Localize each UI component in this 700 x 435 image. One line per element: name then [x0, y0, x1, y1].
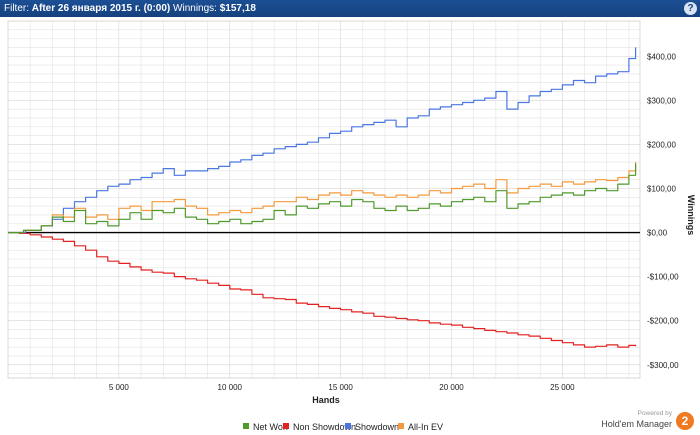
x-axis-label: Hands	[312, 395, 340, 405]
legend-label-net-won: Net Won	[253, 422, 288, 432]
winnings-value: $157,18	[219, 3, 256, 14]
y-axis-label: Winnings	[686, 195, 696, 235]
x-tick-label: 15 000	[328, 383, 353, 392]
y-tick-label: $0,00	[647, 229, 668, 238]
x-tick-label: 10 000	[218, 383, 243, 392]
x-tick-label: 5 000	[109, 383, 130, 392]
legend-label-allin-ev: All-In EV	[408, 422, 444, 432]
winnings-label: Winnings:	[173, 3, 217, 14]
series-line-allin-ev	[8, 162, 637, 234]
series-line-showdown	[8, 47, 637, 234]
y-tick-label: $100,00	[647, 184, 676, 193]
legend-item-net-won[interactable]: Net Won	[243, 422, 288, 432]
legend-swatch-allin-ev	[398, 423, 404, 429]
legend-swatch-showdown	[345, 423, 351, 429]
plot-frame	[7, 20, 641, 379]
y-tick-label: $400,00	[647, 52, 676, 61]
y-tick-label: $200,00	[647, 140, 676, 149]
legend-label-showdown: Showdown	[355, 422, 400, 432]
y-tick-label: -$100,00	[647, 273, 679, 282]
product-name: Hold'em Manager	[601, 419, 672, 429]
x-tick-label: 25 000	[550, 383, 575, 392]
series-layer	[8, 47, 637, 348]
grid-lines	[7, 20, 641, 379]
filter-label: Filter:	[4, 3, 29, 14]
legend-swatch-net-won	[243, 423, 249, 429]
series-line-non-showdown	[8, 232, 637, 348]
branding: Powered by Hold'em Manager 2	[601, 410, 694, 434]
legend-swatch-non-showdown	[283, 423, 289, 429]
winnings-chart: 5 000 10 000 15 000 20 000 25 000 $400,00 $300…	[7, 20, 696, 405]
y-tick-label: -$200,00	[647, 317, 679, 326]
hem-logo-icon: 2	[676, 412, 694, 430]
y-tick-label: $300,00	[647, 96, 676, 105]
legend-item-showdown[interactable]: Showdown	[345, 422, 399, 432]
help-icon[interactable]: ?	[684, 2, 697, 15]
series-line-net-won	[8, 163, 637, 234]
axis-layer: 5 000 10 000 15 000 20 000 25 000 $400,00 $300…	[109, 52, 679, 392]
legend-item-allin-ev[interactable]: All-In EV	[398, 422, 443, 432]
chart-legend: Net Won Non Showdown Showdown All-In EV	[0, 422, 700, 434]
x-tick-label: 20 000	[439, 383, 464, 392]
legend-label-non-showdown: Non Showdown	[293, 422, 357, 432]
filter-bar: Filter: After 26 января 2015 г. (0:00) W…	[0, 0, 700, 17]
y-tick-label: -$300,00	[647, 361, 679, 370]
filter-value[interactable]: After 26 января 2015 г. (0:00)	[31, 3, 171, 14]
powered-by-text: Powered by	[637, 410, 672, 417]
legend-item-non-showdown[interactable]: Non Showdown	[283, 422, 356, 432]
